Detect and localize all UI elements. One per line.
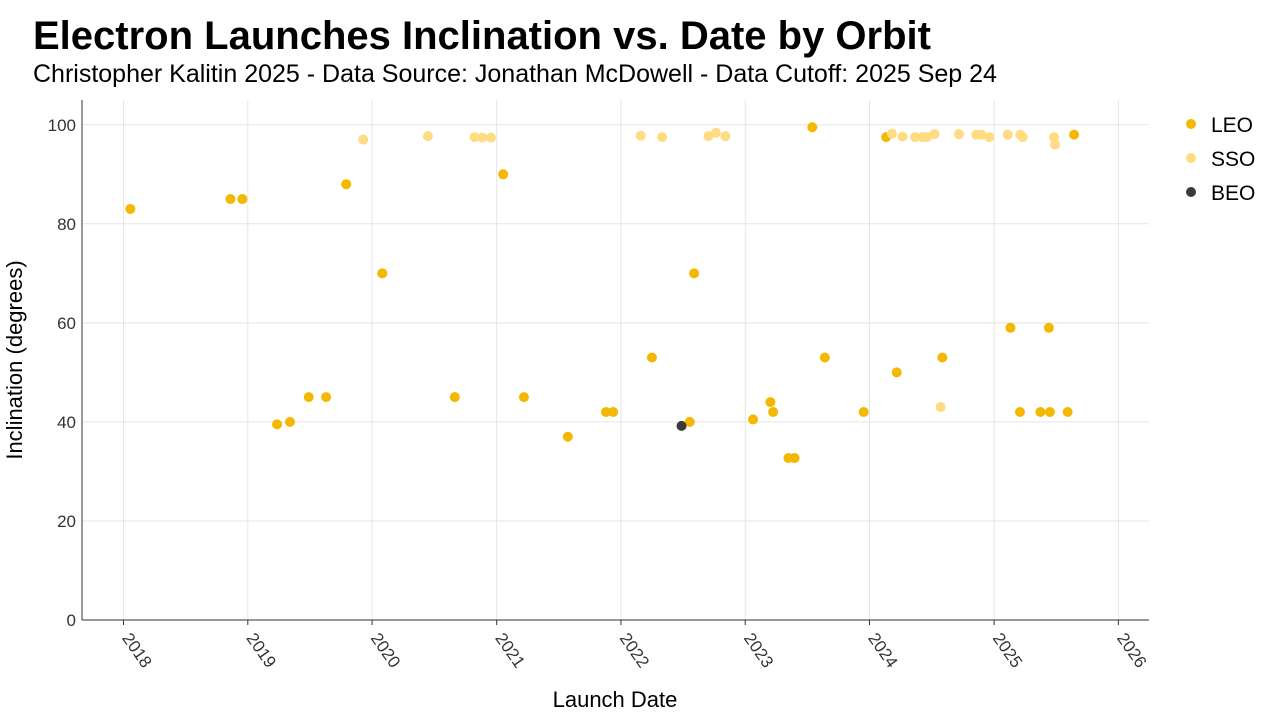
y-tick-label: 40 [57,413,76,432]
leo-point [1043,322,1054,333]
sso-point [720,131,731,142]
beo-legend-marker [1186,187,1196,197]
sso-point [922,132,933,143]
sso-point [976,129,987,140]
leo-point [891,367,902,378]
leo-point [125,203,136,214]
leo-point [341,179,352,190]
y-axis-label: Inclination (degrees) [2,260,27,459]
sso-point [1017,132,1028,143]
x-tick-label: 2019 [243,629,280,671]
y-tick-label: 0 [67,611,76,630]
sso-point [358,134,369,145]
leo-point [1014,407,1025,417]
sso-point [984,132,995,143]
sso-point [485,132,496,143]
leo-point [765,397,776,408]
x-tick-label: 2026 [1113,629,1150,671]
sso-point [477,132,488,143]
x-tick-label: 2020 [367,629,404,671]
x-tick-label: 2021 [491,629,528,671]
leo-point [684,416,695,427]
sso-point [422,131,433,142]
sso-point [935,402,946,413]
legend-label-sso: SSO [1211,148,1255,171]
leo-point [449,392,460,403]
sso-point [635,130,646,141]
sso-point [1049,132,1060,143]
leo-point [748,414,759,425]
sso-point [886,128,897,139]
sso-point [657,132,668,143]
leo-point [819,352,830,363]
sso-point [929,129,940,140]
leo-point [1062,407,1073,417]
x-tick-label: 2023 [740,629,777,671]
leo-point [285,416,296,427]
leo-point [303,392,314,403]
leo-legend-marker [1186,119,1196,129]
leo-point [937,352,948,363]
sso-point [954,129,965,140]
leo-point [237,194,248,205]
leo-point [518,392,529,403]
legend-label-leo: LEO [1211,114,1253,137]
sso-point [1002,129,1013,140]
sso-point [897,131,908,142]
chart-title: Electron Launches Inclination vs. Date b… [33,14,931,58]
leo-point [689,268,700,279]
leo-point [225,194,236,205]
leo-point [1035,407,1046,417]
data-points [125,122,1080,464]
legend: LEO SSO BEO [1186,114,1255,205]
beo-point [676,420,687,431]
leo-point [1069,129,1080,140]
leo-point [377,268,388,279]
chart-subtitle: Christopher Kalitin 2025 - Data Source: … [33,60,997,88]
sso-point [703,131,714,142]
axes [81,100,1149,625]
leo-point [858,407,869,417]
leo-point [646,352,657,363]
sso-point [469,132,480,143]
y-tick-label: 60 [57,314,76,333]
x-tick-label: 2018 [118,629,155,671]
tick-labels: 0 20 40 60 80 100 2018 2019 2020 2021 2022 2023 2024… [48,116,1151,672]
leo-point [562,431,573,442]
legend-label-beo: BEO [1211,182,1255,205]
sso-point [1050,139,1061,150]
leo-point [768,407,779,417]
x-tick-label: 2022 [616,629,653,671]
x-tick-label: 2024 [864,629,901,671]
sso-point [710,127,721,138]
leo-point [807,122,818,133]
y-tick-label: 20 [57,512,76,531]
leo-point [272,419,283,430]
leo-point [321,392,332,403]
grid-lines [82,100,1149,621]
leo-point [1005,322,1016,333]
y-tick-label: 80 [57,215,76,234]
y-tick-label: 100 [48,116,76,135]
leo-point [600,407,611,417]
leo-point [608,407,619,417]
x-axis-label: Launch Date [553,687,678,712]
x-tick-label: 2025 [989,629,1026,671]
leo-point [789,453,800,464]
leo-point [1044,407,1055,417]
sso-point [910,132,921,143]
sso-legend-marker [1186,153,1196,163]
leo-point [498,169,509,180]
